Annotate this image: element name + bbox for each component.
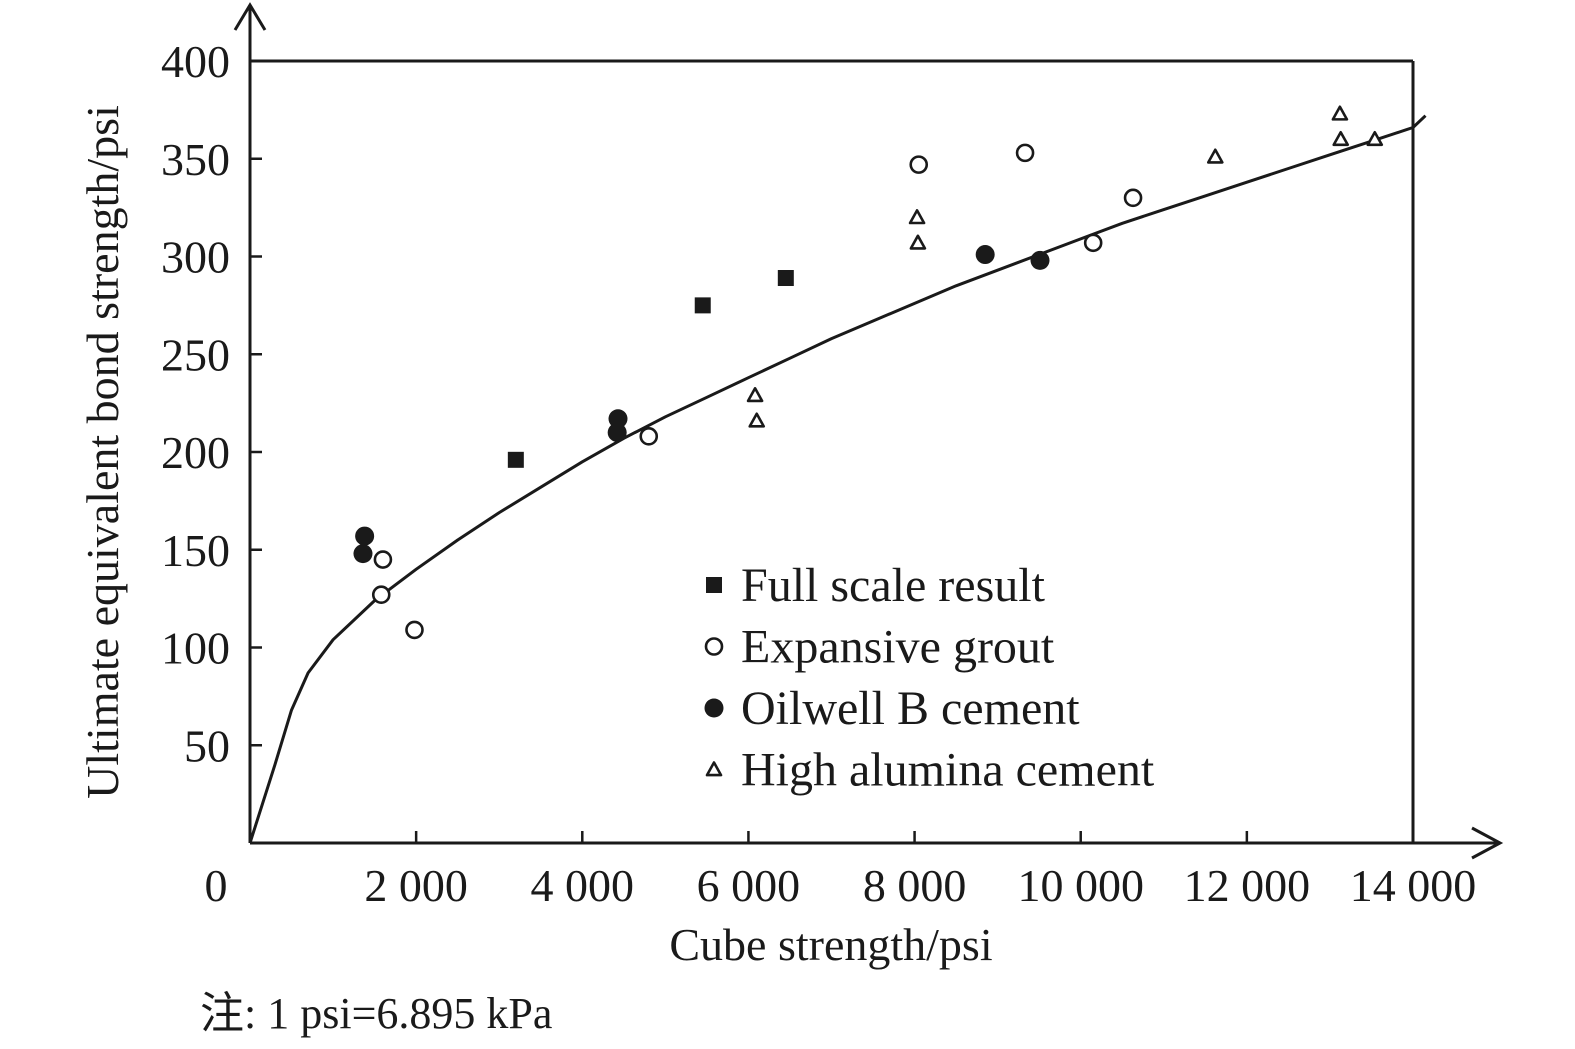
data-point [909,234,927,250]
legend-marker [706,577,722,593]
y-tick-label: 200 [161,427,230,478]
legend-marker [704,698,724,718]
data-point [1030,250,1050,270]
x-tick-label: 4 000 [531,860,635,911]
data-point [746,387,764,403]
plot-frame [233,2,1504,860]
footnote: 注: 1 psi=6.895 kPa [200,989,552,1038]
y-axis-title: Ultimate equivalent bond strength/psi [77,105,128,799]
x-tick-label: 12 000 [1184,860,1311,911]
legend-label: High alumina cement [741,744,1155,797]
x-tick-label: 10 000 [1017,860,1144,911]
data-point [1366,130,1384,147]
legend: Full scale result Expansive grout Oilwell … [704,559,1155,797]
x-origin-label: 0 [205,860,228,911]
y-tick-label: 100 [161,623,230,674]
data-point [639,427,659,446]
data-point [355,526,375,546]
x-axis-arrow [1471,826,1504,860]
data-point [608,409,628,429]
data-point [694,297,711,314]
data-point [1015,143,1035,163]
legend-marker [704,637,724,656]
y-tick-label: 250 [161,329,230,380]
data-point [1331,105,1349,121]
data-point [908,209,926,225]
x-tick-label: 2 000 [364,860,468,911]
y-tick-label: 150 [161,525,230,576]
data-point [777,270,794,287]
legend-label: Expansive grout [741,621,1055,674]
data-point [1083,233,1103,253]
data-point [975,245,995,265]
data-point [507,451,524,468]
data-point [1332,130,1350,147]
axis-ticks: 2 000 4 000 6 000 8 000 10 000 12 000 14 000 0 5… [161,36,1476,911]
data-point [1123,188,1143,208]
data-points [353,105,1384,640]
legend-label: Oilwell B cement [741,682,1080,735]
x-tick-label: 6 000 [697,860,801,911]
data-point [1206,148,1224,164]
x-tick-label: 8 000 [863,860,967,911]
data-point [405,620,424,640]
data-point [373,550,393,569]
data-point [371,585,391,605]
x-tick-label: 14 000 [1350,860,1477,911]
y-tick-label: 300 [161,232,230,283]
x-axis-title: Cube strength/psi [669,919,992,970]
legend-marker [705,761,723,777]
y-tick-label: 400 [161,36,230,87]
data-point [909,155,929,174]
data-point [353,544,373,564]
data-point [607,422,627,442]
legend-label: Full scale result [741,559,1046,612]
y-axis-arrow [233,2,267,31]
y-tick-label: 350 [161,134,230,185]
data-point [748,412,766,428]
y-tick-label: 50 [184,720,230,771]
